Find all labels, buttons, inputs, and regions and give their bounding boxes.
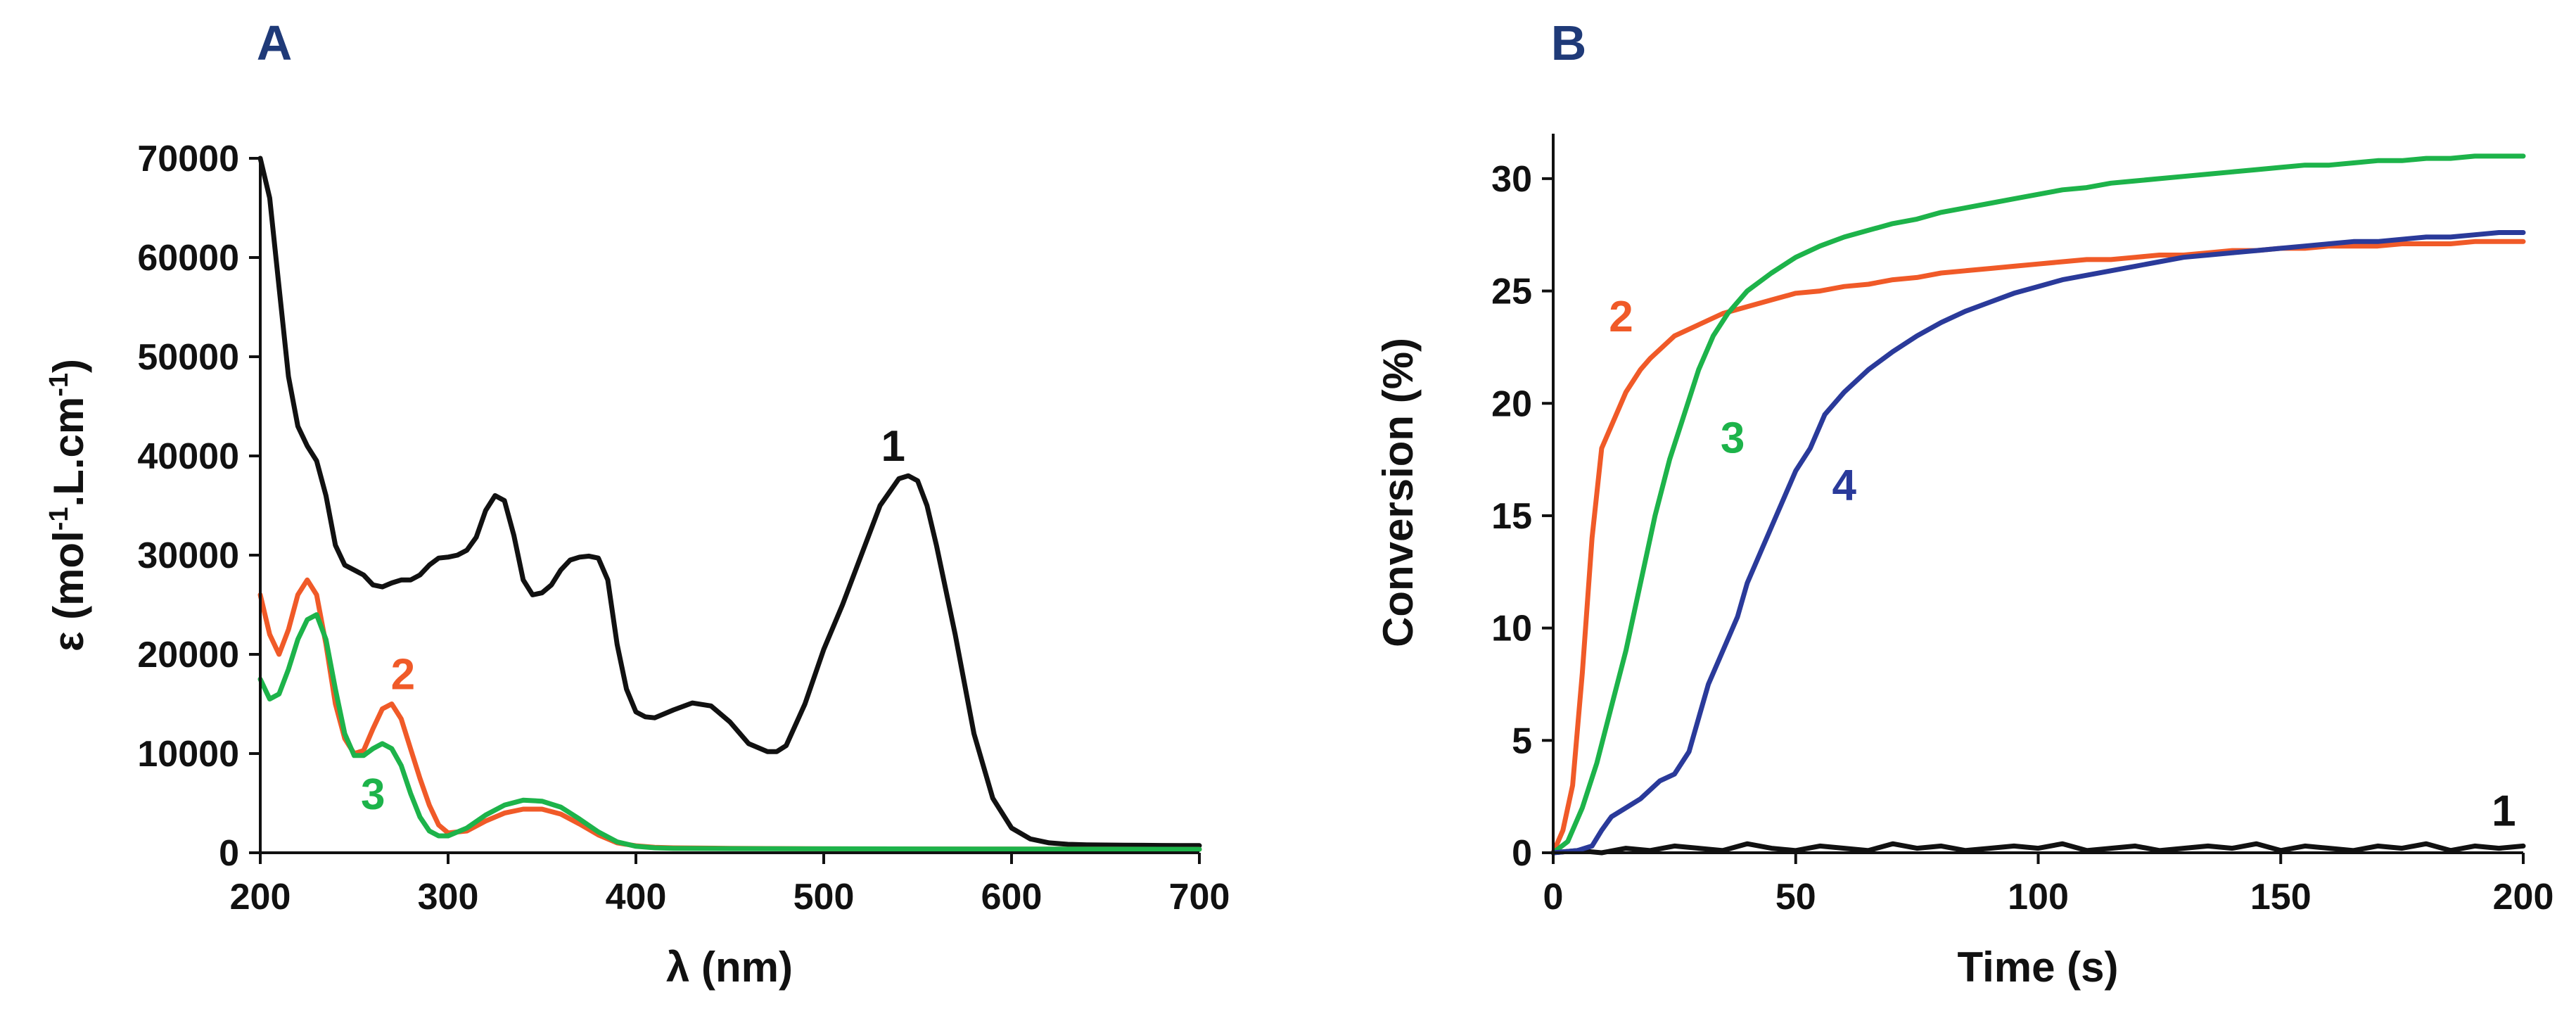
panel-b-series-2-line [1550, 153, 2526, 856]
panel-a-series-label-2: 2 [391, 650, 415, 699]
panel-a-y-tick-label: 50000 [137, 337, 239, 378]
panel-b-x-tick-label: 150 [2250, 877, 2312, 917]
panel-b-series-labels: 2 3 4 1 [1609, 293, 2516, 836]
panel-b-y-tick-label: 5 [1512, 720, 1532, 761]
panel-b-y-tick-label: 15 [1491, 496, 1532, 537]
panel-b-ticks: 0 50 100 150 200 0 5 10 15 20 25 30 [1491, 159, 2553, 917]
panel-b-y-tick-label: 20 [1491, 383, 1532, 424]
y-title-mid: .L.cm [45, 397, 92, 507]
panel-b-series-3-line [1550, 230, 2526, 856]
panel-label-b: B [1551, 15, 1587, 70]
panel-a-y-tick-label: 30000 [137, 535, 239, 576]
panel-a-y-tick-label: 0 [219, 833, 239, 874]
panel-b-x-axis-title: Time (s) [1958, 944, 2119, 991]
panel-b-x-tick-label: 0 [1543, 877, 1564, 917]
panel-b-series-label-2: 2 [1609, 293, 1633, 341]
panel-a-series-label-1: 1 [881, 422, 905, 471]
panel-a-series-1-line [257, 577, 1202, 852]
panel-a-y-tick-label: 60000 [137, 238, 239, 279]
panel-b-axes [1552, 134, 2523, 854]
panel-a-axes [259, 158, 1199, 854]
panel-a-x-tick-label: 200 [230, 877, 291, 917]
y-title-sup1: -1 [44, 507, 74, 531]
panel-a-series-label-3: 3 [361, 770, 385, 819]
panel-b-x-tick-label: 200 [2493, 877, 2554, 917]
panel-a-y-tick-label: 70000 [137, 139, 239, 179]
panel-b: B 0 50 100 150 200 0 5 10 15 20 25 30 2 3 4 1 Time (s)… [1375, 15, 2553, 991]
panel-a-x-tick-label: 600 [981, 877, 1042, 917]
panel-a-x-tick-label: 400 [606, 877, 667, 917]
panel-a-y-tick-label: 20000 [137, 635, 239, 675]
panel-a-y-tick-label: 10000 [137, 734, 239, 775]
panel-b-y-tick-label: 0 [1512, 833, 1532, 874]
panel-b-x-tick-label: 50 [1775, 877, 1816, 917]
panel-b-x-tick-label: 100 [2008, 877, 2069, 917]
panel-a-x-tick-label: 500 [793, 877, 855, 917]
panel-b-series-label-3: 3 [1721, 414, 1745, 463]
panel-a-series-2-line [257, 612, 1202, 852]
panel-b-y-tick-label: 30 [1491, 159, 1532, 200]
panel-a-y-axis-title: ε (mol-1.L.cm-1) [44, 359, 92, 652]
panel-b-series [1550, 153, 2526, 856]
y-title-sup2: -1 [44, 373, 74, 397]
panel-b-y-tick-label: 25 [1491, 272, 1532, 312]
panel-b-series-label-1: 1 [2492, 787, 2516, 836]
panel-b-y-tick-label: 10 [1491, 609, 1532, 649]
y-title-pre: ε (mol [45, 531, 92, 652]
panel-a-series-0-line [257, 155, 1202, 849]
panel-a-series-labels: 1 2 3 [361, 422, 905, 819]
panel-b-y-axis-title: Conversion (%) [1375, 338, 1422, 647]
panel-label-a: A [257, 15, 293, 70]
panel-a: A 200 300 400 500 600 700 0 10000 20000 30000 4000… [44, 15, 1230, 991]
panel-a-ticks: 200 300 400 500 600 700 0 10000 20000 30000 40000 5… [137, 139, 1230, 917]
panel-b-series-1-line [1550, 239, 2526, 856]
panel-b-series-0-line [1550, 841, 2526, 856]
panel-a-x-tick-label: 700 [1169, 877, 1230, 917]
panel-a-x-axis-title: λ (nm) [666, 944, 793, 991]
panel-a-x-tick-label: 300 [418, 877, 479, 917]
y-title-post: ) [45, 359, 92, 373]
panel-a-series [257, 155, 1202, 852]
panel-b-series-label-4: 4 [1832, 462, 1856, 510]
panel-a-y-tick-label: 40000 [137, 436, 239, 477]
